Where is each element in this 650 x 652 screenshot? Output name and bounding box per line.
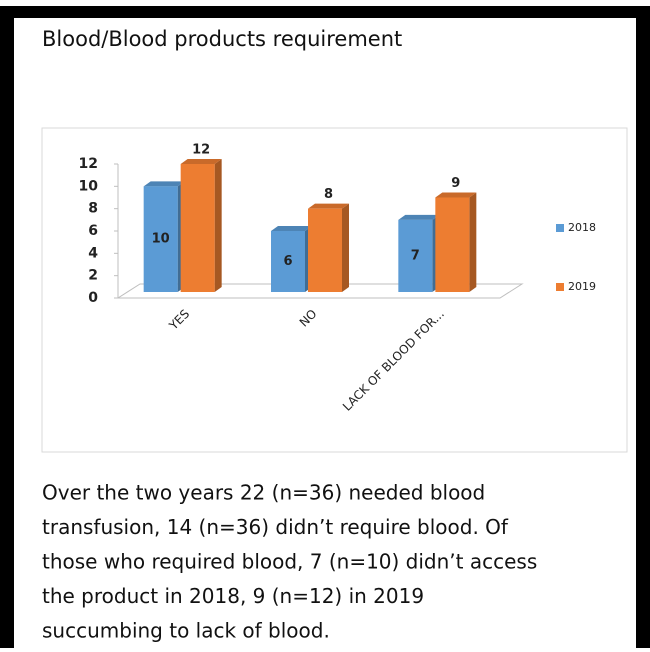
y-tick-label: 8 <box>88 201 98 217</box>
frame-left <box>0 6 14 648</box>
legend-label: 2018 <box>568 221 596 234</box>
legend-swatch <box>556 224 564 232</box>
bar-top <box>143 181 185 187</box>
bar <box>308 208 342 292</box>
y-tick-label: 6 <box>88 223 98 239</box>
bar-top <box>435 192 477 198</box>
y-tick-label: 2 <box>88 268 98 284</box>
frame-right <box>636 6 650 648</box>
paragraph-line: succumbing to lack of blood. <box>42 619 330 643</box>
data-label: 12 <box>192 143 210 158</box>
bar <box>398 219 433 292</box>
paragraph-line: transfusion, 14 (n=36) didn’t require bl… <box>42 515 509 539</box>
bar-side <box>342 203 349 292</box>
bar-side <box>469 192 477 292</box>
bar <box>180 164 215 292</box>
bar <box>435 197 470 292</box>
paragraph-line: the product in 2018, 9 (n=12) in 2019 <box>42 584 424 608</box>
bar-top <box>308 203 349 209</box>
paragraph-line: Over the two years 22 (n=36) needed bloo… <box>42 481 485 505</box>
y-tick-label: 12 <box>79 156 98 172</box>
bar-side <box>214 159 222 292</box>
paragraph: Over the two years 22 (n=36) needed bloo… <box>42 481 537 643</box>
paragraph-line: those who required blood, 7 (n=10) didn’… <box>42 550 537 574</box>
heading: Blood/Blood products requirement <box>42 27 402 51</box>
bar-top <box>271 226 312 231</box>
data-label: 9 <box>451 176 460 191</box>
y-tick-label: 10 <box>79 178 99 194</box>
bar <box>271 231 305 292</box>
data-label: 7 <box>411 248 420 263</box>
frame-top <box>0 6 650 18</box>
y-tick-label: 4 <box>88 245 98 261</box>
floor <box>116 283 524 299</box>
data-label: 6 <box>283 254 292 269</box>
bar-top <box>398 214 440 220</box>
data-label: 10 <box>152 232 170 247</box>
y-tick-label: 0 <box>88 290 98 306</box>
bar <box>143 186 178 292</box>
data-label: 8 <box>324 187 333 202</box>
legend-label: 2019 <box>568 280 596 293</box>
legend-swatch <box>556 283 564 291</box>
bar-top <box>180 159 222 164</box>
